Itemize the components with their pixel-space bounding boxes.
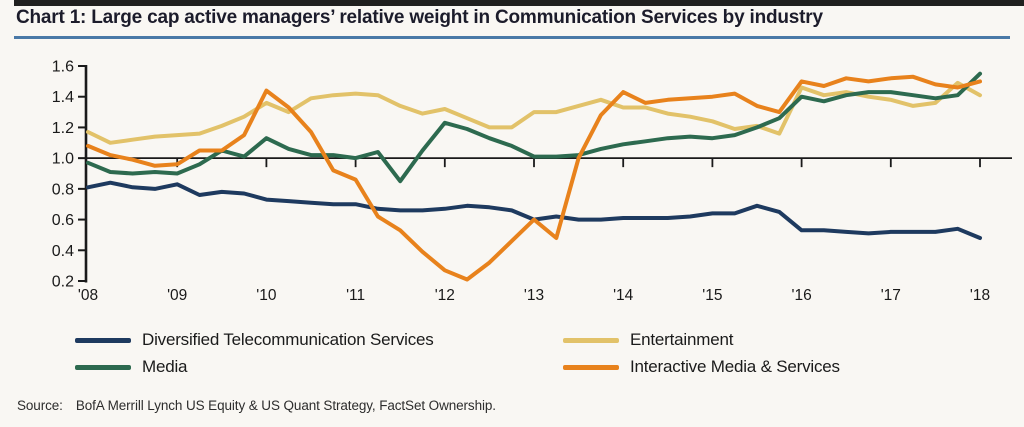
source-text: BofA Merrill Lynch US Equity & US Quant … [75,398,496,413]
legend-label: Media [142,357,188,376]
line-chart-canvas: 1.6 1.4 1.2 1.0 0.8 0.6 0.4 0.2'08 '09 '10 '11 '12 '… [52,59,1012,304]
legend-label: Entertainment [630,330,734,349]
y-axis-label: 0.6 [52,212,74,229]
x-axis-label: '16 [791,287,811,304]
x-axis-label: '11 [346,287,365,304]
legend-label: Interactive Media & Services [630,357,840,376]
series-line-entertainment [86,80,982,145]
x-axis-label: '10 [256,287,277,304]
legend-item-interactive-media-services: Interactive Media & Services [563,357,955,377]
x-axis-label: '08 [78,287,98,304]
series-line-media [86,71,982,184]
legend-swatch-media [75,364,131,370]
x-axis-label: '15 [702,287,722,304]
chart-legend: Diversified Telecommunication Services En… [75,330,955,377]
title-underline [14,36,1010,39]
x-axis-label: '12 [435,287,455,304]
y-axis-label: 1.4 [52,89,74,106]
y-axis-label: 0.8 [52,181,74,198]
y-axis-label: 0.4 [52,243,74,260]
y-axis-label: 0.2 [52,274,74,291]
chart-title: Chart 1: Large cap active managers’ rela… [16,7,823,28]
legend-item-media: Media [75,357,563,377]
source-note: Source: BofA Merrill Lynch US Equity & US… [17,398,496,413]
x-axis-label: '18 [970,287,990,304]
x-axis-label: '13 [524,287,544,304]
top-border-rule [14,0,1024,6]
legend-swatch-diversified-telecommunication-services [75,337,131,343]
legend-swatch-entertainment [563,337,619,343]
x-axis-label: '14 [613,287,634,304]
source-label: Source: [17,398,63,413]
legend-item-entertainment: Entertainment [563,330,955,350]
series-line-interactive-media-services [86,74,982,282]
x-axis-label: '17 [881,287,901,304]
series-line-diversified-telecommunication-services [86,180,982,240]
y-axis-label: 1.2 [52,120,74,137]
x-axis-label: '09 [167,287,187,304]
legend-label: Diversified Telecommunication Services [142,330,434,349]
y-axis-label: 1.0 [52,151,74,168]
legend-swatch-interactive-media-services [563,364,619,370]
y-axis-label: 1.6 [52,59,74,76]
legend-item-diversified-telecommunication-services: Diversified Telecommunication Services [75,330,563,350]
